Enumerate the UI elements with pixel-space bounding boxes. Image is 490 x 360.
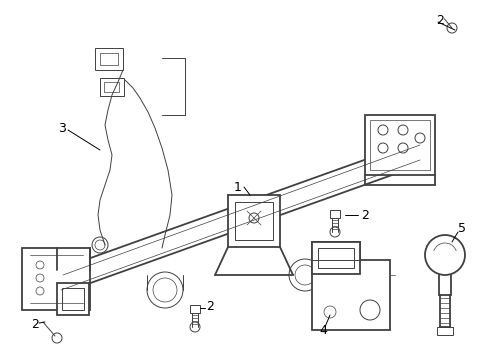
Circle shape (425, 235, 465, 275)
Bar (365, 115, 435, 175)
Text: 1: 1 (234, 180, 242, 194)
Bar (62, 288, 84, 310)
Bar (228, 195, 280, 247)
Text: 5: 5 (458, 221, 466, 234)
Bar (57, 283, 89, 315)
Bar (190, 305, 200, 313)
Bar (104, 82, 119, 92)
Polygon shape (22, 248, 90, 310)
Bar (100, 78, 124, 96)
Text: 2: 2 (361, 208, 369, 221)
Bar (370, 120, 430, 170)
Polygon shape (57, 140, 420, 295)
Bar (330, 210, 340, 218)
Text: 4: 4 (319, 324, 327, 337)
Text: 2: 2 (436, 14, 444, 27)
Bar (437, 327, 453, 335)
Polygon shape (312, 242, 390, 330)
Text: 2: 2 (31, 319, 39, 332)
Bar (100, 53, 118, 65)
Bar (318, 248, 354, 268)
Text: 3: 3 (58, 122, 66, 135)
Bar (312, 242, 360, 274)
Text: 2: 2 (206, 300, 214, 312)
Bar (95, 48, 123, 70)
Bar (235, 202, 273, 240)
